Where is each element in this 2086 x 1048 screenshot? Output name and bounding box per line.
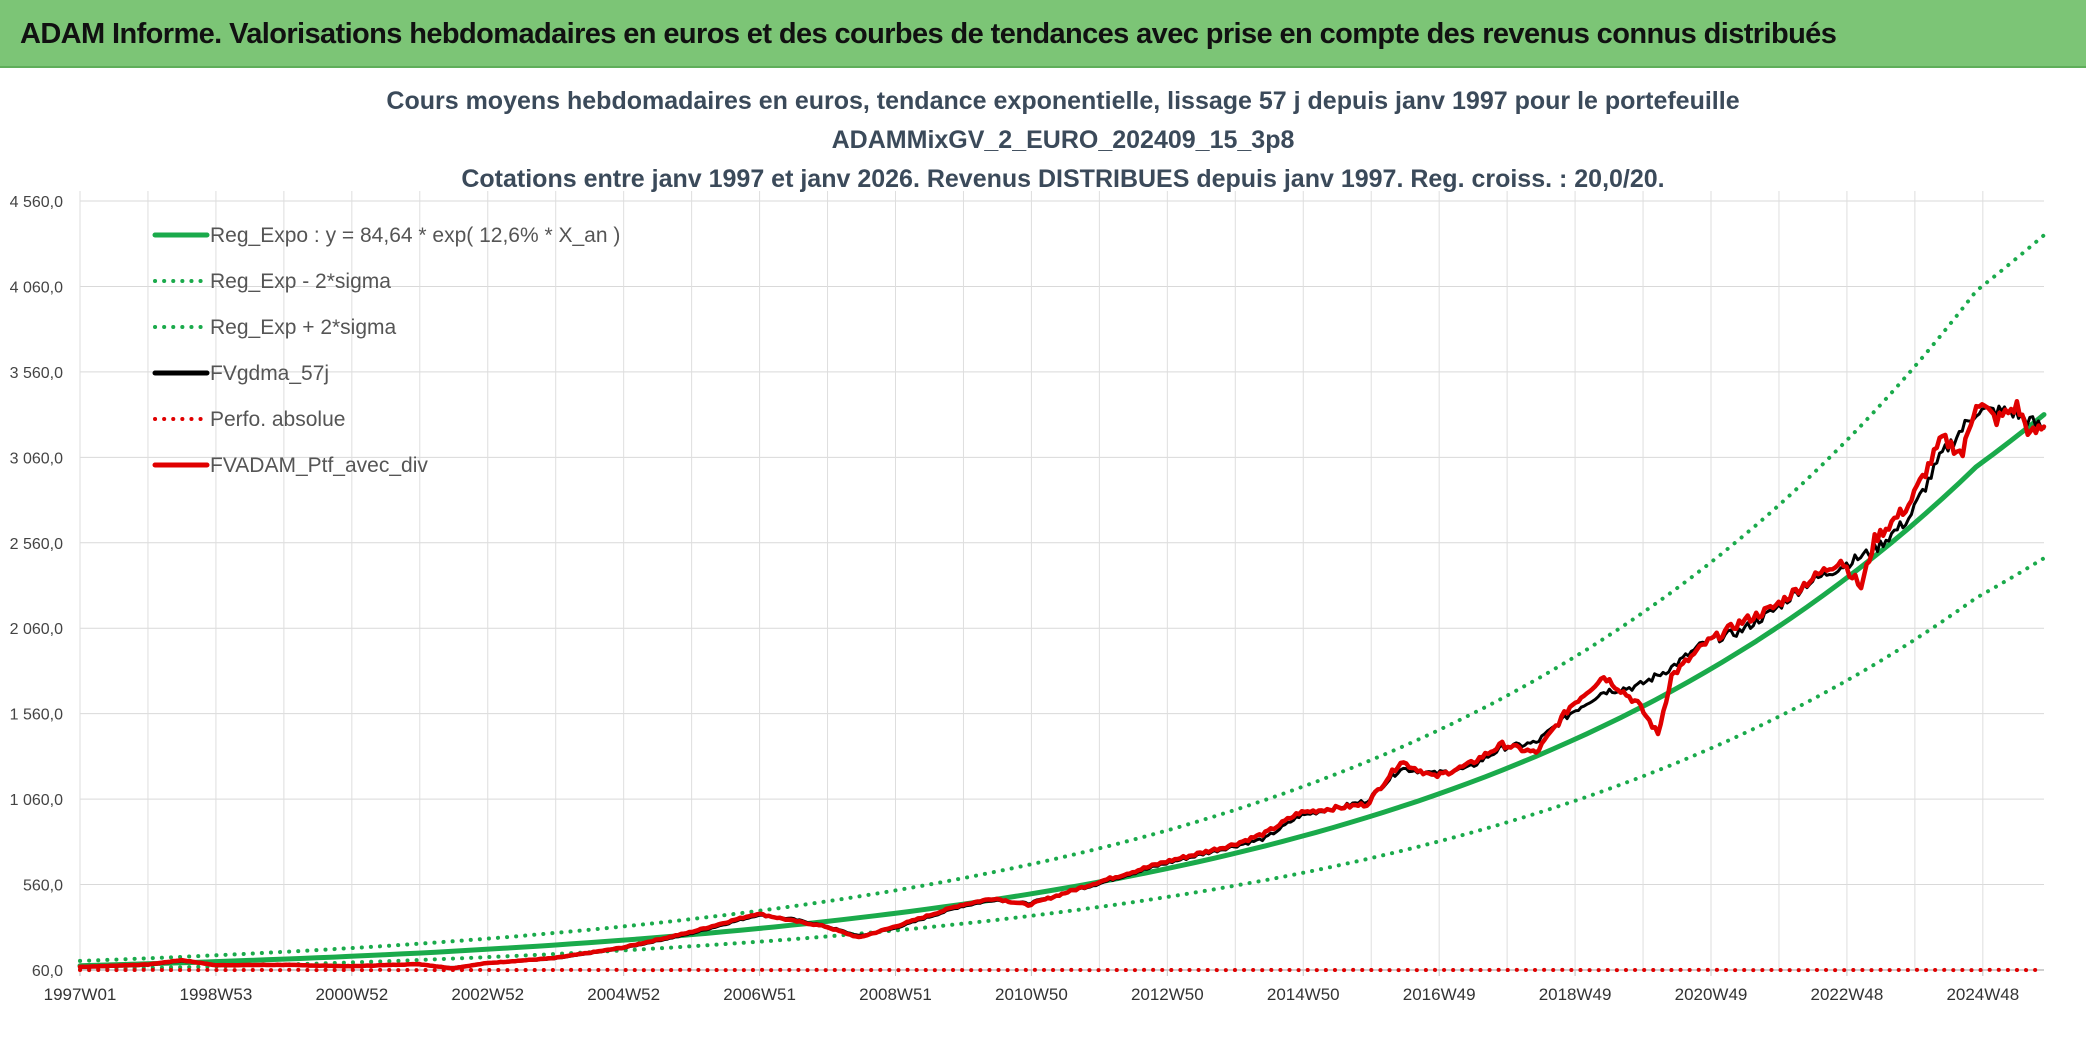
series-line-3 — [80, 406, 2044, 967]
chart-title: Cours moyens hebdomadaires en euros, ten… — [386, 87, 1739, 193]
legend-label: Reg_Expo : y = 84,64 * exp( 12,6% * X_an… — [210, 224, 620, 247]
x-tick-label: 2024W48 — [1946, 985, 2019, 1004]
x-tick-label: 2006W51 — [723, 985, 796, 1004]
x-tick-label: 2002W52 — [451, 985, 524, 1004]
page-title: ADAM Informe. Valorisations hebdomadaire… — [20, 0, 1836, 68]
x-axis: 1997W01 1998W53 2000W52 2002W52 2004W52 2006W… — [44, 970, 2044, 1004]
legend-label: Reg_Exp - 2*sigma — [210, 270, 391, 293]
x-tick-label: 2018W49 — [1539, 985, 1612, 1004]
line-chart: Cours moyens hebdomadaires en euros, ten… — [0, 68, 2086, 1043]
y-tick-label: 4 560,0 — [10, 194, 63, 211]
x-tick-label: 2008W51 — [859, 985, 932, 1004]
y-tick-label: 3 060,0 — [10, 450, 63, 467]
series-line-2 — [80, 235, 2044, 961]
x-tick-label: 2012W50 — [1131, 985, 1204, 1004]
series-line-5 — [80, 401, 2044, 968]
x-tick-label: 2016W49 — [1403, 985, 1476, 1004]
chart-title-line: ADAMMixGV_2_EURO_202409_15_3p8 — [832, 126, 1295, 154]
y-tick-label: 1 060,0 — [10, 792, 63, 809]
legend: Reg_Expo : y = 84,64 * exp( 12,6% * X_an… — [155, 224, 620, 477]
x-tick-label: 2020W49 — [1675, 985, 1748, 1004]
x-tick-label: 2004W52 — [587, 985, 660, 1004]
x-tick-label: 2014W50 — [1267, 985, 1340, 1004]
y-tick-label: 2 560,0 — [10, 536, 63, 553]
y-tick-label: 2 060,0 — [10, 621, 63, 638]
legend-label: Perfo. absolue — [210, 408, 345, 431]
page-header: ADAM Informe. Valorisations hebdomadaire… — [0, 0, 2086, 68]
legend-label: FVADAM_Ptf_avec_div — [210, 454, 428, 477]
legend-label: FVgdma_57j — [210, 362, 329, 385]
x-tick-label: 2022W48 — [1811, 985, 1884, 1004]
y-tick-label: 60,0 — [32, 963, 63, 980]
grid-lines — [80, 191, 2044, 970]
x-tick-label: 2010W50 — [995, 985, 1068, 1004]
chart-area: Cours moyens hebdomadaires en euros, ten… — [0, 68, 2086, 1043]
series-lines — [80, 235, 2044, 970]
y-tick-label: 1 560,0 — [10, 707, 63, 724]
chart-title-line: Cotations entre janv 1997 et janv 2026. … — [461, 165, 1664, 193]
y-axis: 60,0 560,0 1 060,0 1 560,0 2 060,0 2 560,0 3 0… — [10, 194, 63, 980]
x-tick-label: 1998W53 — [180, 985, 253, 1004]
y-tick-label: 3 560,0 — [10, 365, 63, 382]
x-tick-label: 1997W01 — [44, 985, 117, 1004]
legend-label: Reg_Exp + 2*sigma — [210, 316, 397, 339]
series-line-0 — [80, 415, 2044, 966]
chart-title-line: Cours moyens hebdomadaires en euros, ten… — [386, 87, 1739, 115]
y-tick-label: 560,0 — [23, 878, 63, 895]
y-tick-label: 4 060,0 — [10, 279, 63, 296]
x-tick-label: 2000W52 — [315, 985, 388, 1004]
